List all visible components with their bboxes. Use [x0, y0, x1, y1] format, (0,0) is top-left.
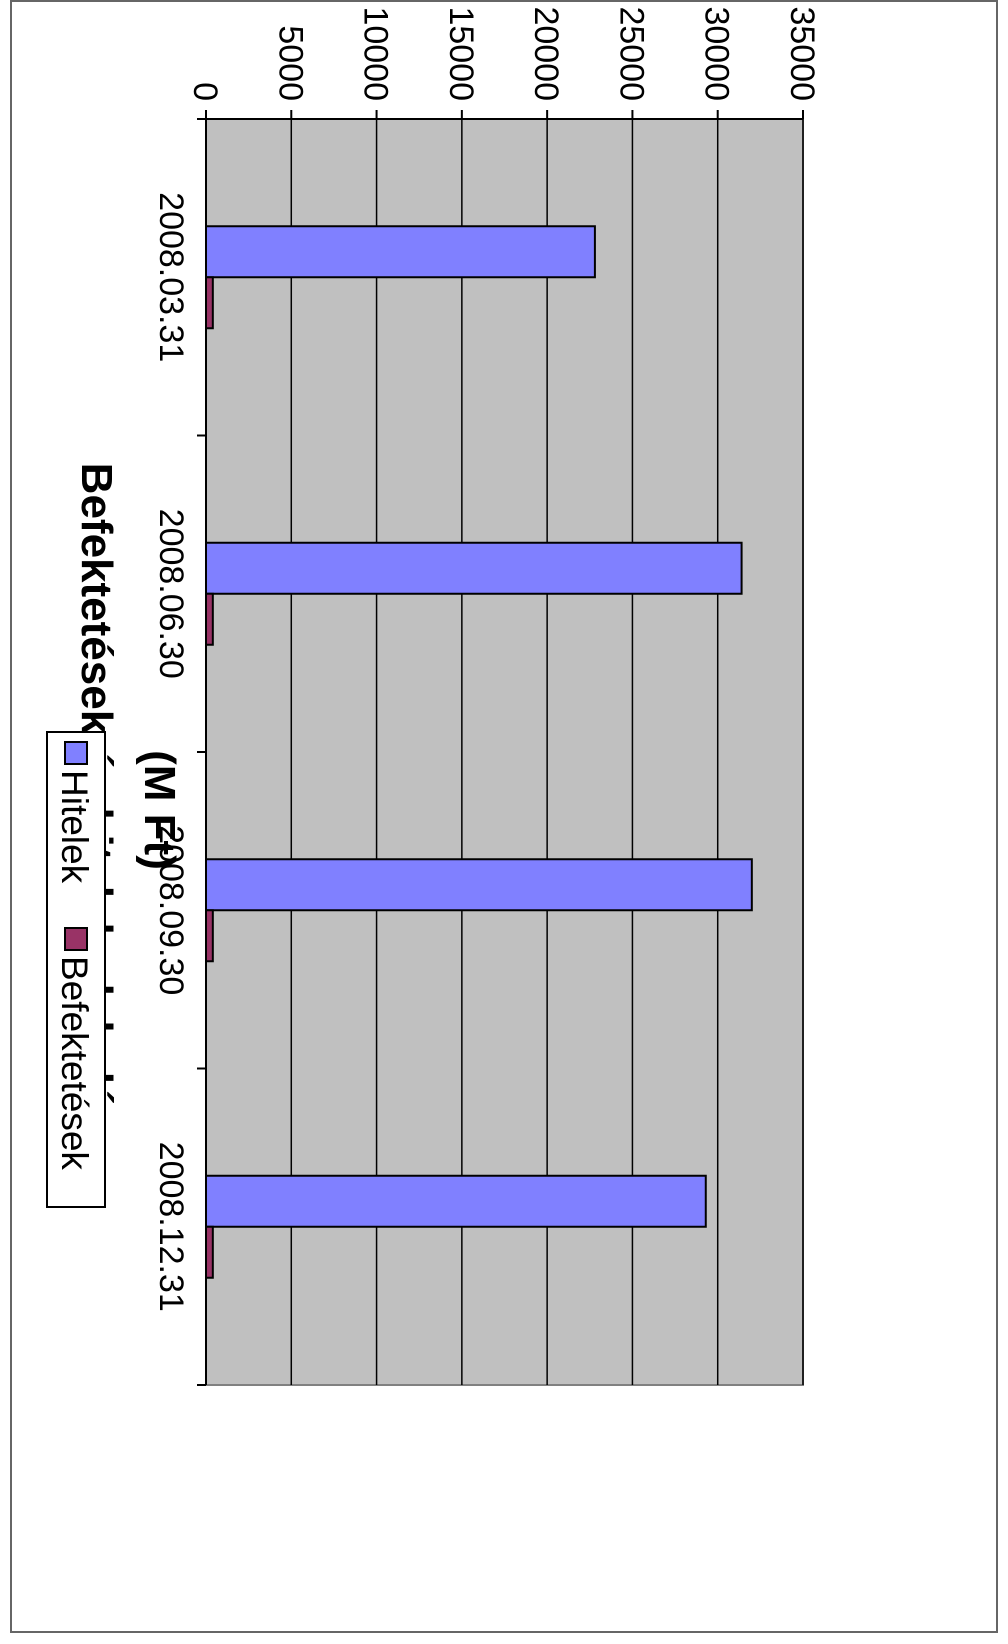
y-tick-label: 0 — [186, 82, 224, 101]
bar-hitelek — [204, 541, 743, 595]
bar-hitelek — [205, 858, 753, 912]
legend-swatch-befektetesek — [64, 927, 88, 951]
legend-swatch-hitelek — [64, 741, 88, 765]
category-label: 2008.09.30 — [152, 825, 190, 995]
bar-hitelek — [205, 225, 596, 279]
y-tick-label: 20000 — [527, 6, 565, 101]
bars — [204, 225, 753, 1279]
bar-befektetesek — [205, 276, 214, 330]
bar-hitelek — [205, 1174, 707, 1228]
legend: Hitelek Befektetések — [46, 731, 106, 1208]
y-tick-label: 5000 — [271, 25, 309, 101]
bar-befektetesek — [205, 1225, 214, 1279]
axes — [197, 118, 803, 1386]
bar-befektetesek — [205, 592, 214, 646]
y-tick-labels: 0 5000 10000 15000 20000 25000 30000 35000 — [186, 6, 821, 119]
gridlines — [290, 119, 804, 1385]
y-tick-label: 25000 — [612, 6, 650, 101]
category-label: 2008.12.31 — [152, 1142, 190, 1312]
legend-box — [46, 731, 106, 1208]
category-label: 2008.03.31 — [152, 192, 190, 362]
category-labels: 2008.03.31 2008.06.30 2008.09.30 2008.12.31 — [152, 192, 190, 1312]
chart-title-line2: (M Ft) — [135, 750, 184, 870]
y-tick-label: 15000 — [442, 6, 480, 101]
legend-label-hitelek: Hitelek — [54, 770, 95, 884]
chart-frame: 0 5000 10000 15000 20000 25000 30000 35000 2008… — [10, 0, 998, 1633]
category-label: 2008.06.30 — [152, 509, 190, 679]
chart-svg: 0 5000 10000 15000 20000 25000 30000 35000 2008… — [46, 6, 821, 1386]
y-tick-label: 30000 — [698, 6, 736, 101]
y-tick-label: 10000 — [357, 6, 395, 101]
y-tick-label: 35000 — [783, 6, 821, 101]
bar-befektetesek — [205, 909, 214, 963]
legend-label-befektetesek: Befektetések — [54, 956, 95, 1170]
